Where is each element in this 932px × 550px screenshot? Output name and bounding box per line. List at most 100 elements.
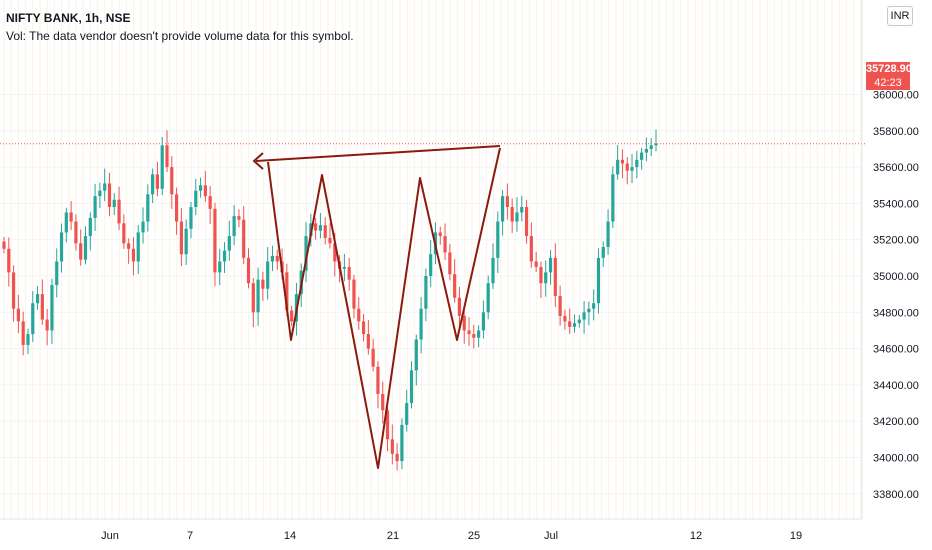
candlestick-series [2, 129, 658, 471]
candle-body [640, 152, 644, 160]
candle-body [88, 217, 92, 237]
candle-body [587, 308, 591, 313]
candle-body [553, 257, 557, 296]
candle-body [103, 183, 107, 191]
candle-body [165, 145, 169, 168]
candle-body [203, 185, 207, 197]
candle-body [35, 294, 40, 304]
symbol-title: NIFTY BANK, 1h, NSE [6, 11, 131, 25]
x-tick-label: 19 [790, 530, 802, 542]
candle-body [304, 236, 308, 271]
candle-body [26, 334, 30, 345]
candle-body [644, 148, 649, 153]
candle-body [486, 283, 490, 313]
candle-body [462, 315, 466, 331]
candle-body [184, 228, 188, 255]
candle-body [40, 294, 44, 320]
candle-body [218, 261, 222, 273]
candle-body [170, 167, 174, 195]
x-tick-label: Jun [101, 530, 119, 542]
candle-body [31, 303, 35, 335]
candle-body [208, 196, 212, 209]
candle-body [361, 321, 366, 335]
candle-body [237, 216, 241, 220]
candle-body [500, 196, 505, 222]
candle-body [45, 319, 49, 331]
x-tick-label: Jul [544, 530, 558, 542]
candle-body [606, 221, 610, 247]
candle-body [290, 310, 294, 322]
candle-body [592, 303, 596, 309]
candle-body [131, 248, 136, 262]
candle-body [141, 221, 145, 233]
last-price-value: 35728.90 [866, 63, 912, 75]
candle-body [572, 323, 577, 327]
x-tick-label: 25 [468, 530, 480, 542]
candle-body [409, 370, 414, 404]
candle-body [630, 167, 634, 171]
x-tick-label: 12 [690, 530, 702, 542]
candle-body [467, 330, 471, 335]
y-tick-label: 34600.00 [873, 344, 919, 356]
candle-body [481, 312, 486, 331]
candle-body [496, 221, 500, 258]
candle-body [515, 212, 519, 222]
candle-body [438, 232, 442, 237]
candle-body [366, 334, 370, 349]
volume-note: Vol: The data vendor doesn't provide vol… [6, 29, 354, 43]
candle-body [649, 145, 653, 149]
candle-body [596, 257, 601, 304]
candle-body [242, 219, 246, 258]
candle-body [505, 196, 509, 208]
candle-body [620, 159, 625, 164]
candle-body [179, 221, 183, 255]
candle-body [558, 295, 562, 316]
candle-body [16, 308, 20, 322]
candle-body [347, 266, 351, 280]
currency-badge[interactable]: INR [887, 6, 913, 26]
candle-body [79, 243, 83, 260]
chart-axes: 33800.00 34000.00 34200.00 34400.00 34600.00… [0, 0, 919, 542]
candle-body [198, 185, 203, 191]
candle-body [563, 315, 567, 322]
candle-body [453, 274, 457, 298]
candle-body [524, 207, 529, 237]
candle-body [318, 225, 323, 231]
candle-body [357, 308, 361, 322]
x-tick-label: 7 [187, 530, 193, 542]
candle-body [112, 199, 116, 208]
candle-body [616, 159, 620, 175]
candle-body [405, 403, 409, 425]
candle-body [472, 334, 476, 338]
candle-body [251, 283, 255, 313]
candle-body [654, 143, 658, 146]
candle-body [155, 174, 160, 189]
x-tick-label: 21 [387, 530, 399, 542]
candle-body [395, 453, 399, 462]
candle-body [539, 266, 543, 284]
candle-body [323, 225, 327, 238]
candle-body [371, 348, 375, 367]
candle-body [127, 243, 131, 249]
candle-body [11, 272, 16, 309]
candle-body [568, 321, 572, 327]
y-tick-label: 34400.00 [873, 380, 919, 392]
candle-body [256, 279, 260, 313]
y-tick-label: 35600.00 [873, 162, 919, 174]
y-tick-label: 35800.00 [873, 126, 919, 138]
candle-body [400, 424, 404, 462]
pattern-drawing[interactable] [252, 145, 501, 469]
x-tick-label: 14 [284, 530, 296, 542]
candle-body [534, 261, 538, 267]
candle-body [21, 321, 25, 345]
candle-body [55, 261, 59, 286]
candle-body [266, 261, 270, 289]
candle-body [59, 232, 64, 262]
candle-body [146, 194, 150, 222]
candle-body [160, 145, 164, 189]
candle-body [136, 232, 140, 262]
candle-body [122, 223, 126, 244]
candle-body [491, 257, 495, 284]
w-pattern-line [267, 147, 501, 469]
